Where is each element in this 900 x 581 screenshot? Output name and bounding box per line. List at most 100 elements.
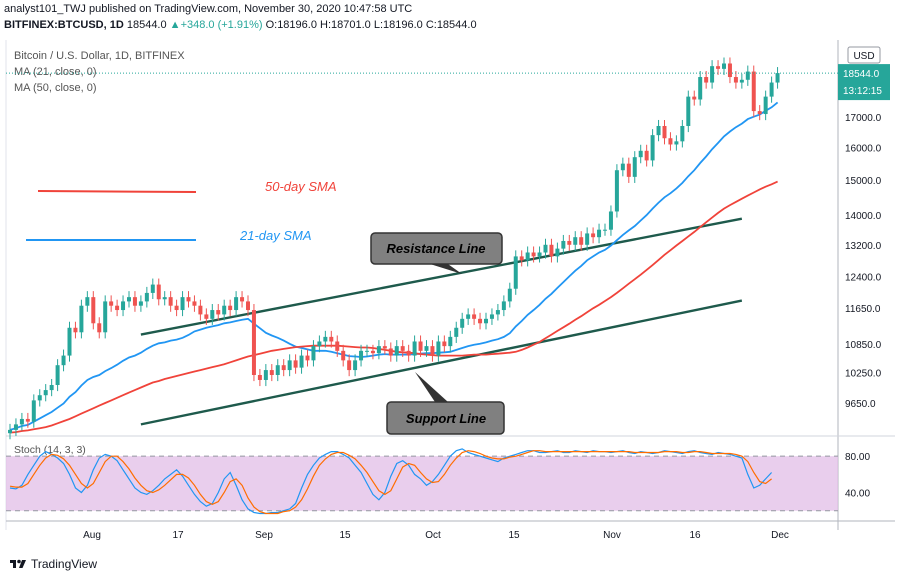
- candle[interactable]: [412, 335, 417, 362]
- candle[interactable]: [216, 304, 221, 321]
- candle[interactable]: [299, 349, 304, 374]
- candle[interactable]: [341, 344, 346, 367]
- candle[interactable]: [204, 308, 209, 325]
- ma21-line[interactable]: [9, 101, 779, 431]
- candle[interactable]: [704, 71, 709, 89]
- candle[interactable]: [287, 354, 292, 377]
- candle[interactable]: [365, 344, 369, 357]
- ma50-legend[interactable]: MA (50, close, 0): [14, 82, 97, 94]
- resistance-callout-box[interactable]: [370, 232, 503, 265]
- candle[interactable]: [722, 57, 726, 75]
- candle[interactable]: [603, 223, 607, 236]
- candle[interactable]: [573, 231, 578, 251]
- candle[interactable]: [174, 299, 179, 317]
- candle[interactable]: [150, 278, 155, 300]
- candle[interactable]: [388, 342, 393, 362]
- candle[interactable]: [460, 312, 465, 334]
- candle[interactable]: [127, 291, 131, 308]
- candle[interactable]: [579, 231, 584, 251]
- candle[interactable]: [710, 60, 715, 89]
- candle[interactable]: [19, 412, 24, 431]
- candle[interactable]: [567, 234, 572, 251]
- candle[interactable]: [311, 340, 316, 367]
- symbol-name[interactable]: BITFINEX:BTCUSD, 1D: [4, 19, 124, 31]
- candle[interactable]: [144, 286, 149, 308]
- candle[interactable]: [418, 335, 423, 357]
- candle[interactable]: [733, 71, 738, 89]
- candle[interactable]: [448, 330, 453, 353]
- candle[interactable]: [323, 330, 328, 348]
- candle[interactable]: [317, 335, 322, 353]
- candle[interactable]: [686, 90, 691, 133]
- stoch-d-line[interactable]: [9, 450, 772, 515]
- candle[interactable]: [400, 340, 405, 357]
- candle[interactable]: [91, 291, 96, 330]
- candle[interactable]: [668, 132, 673, 151]
- candle[interactable]: [198, 299, 203, 321]
- candle[interactable]: [716, 60, 721, 75]
- candle[interactable]: [501, 295, 506, 317]
- candle[interactable]: [430, 340, 435, 362]
- candle[interactable]: [472, 308, 477, 325]
- candle[interactable]: [240, 291, 245, 308]
- candle[interactable]: [79, 299, 84, 339]
- candle[interactable]: [192, 295, 197, 312]
- candle[interactable]: [37, 389, 42, 407]
- candle[interactable]: [745, 65, 750, 86]
- candle[interactable]: [537, 246, 542, 263]
- candle[interactable]: [97, 317, 102, 339]
- resistance-trendline[interactable]: [140, 217, 743, 336]
- candle[interactable]: [329, 330, 334, 348]
- candle[interactable]: [638, 144, 643, 164]
- candle[interactable]: [281, 359, 286, 377]
- candle[interactable]: [370, 344, 375, 360]
- candle[interactable]: [73, 321, 78, 339]
- candle[interactable]: [263, 364, 268, 387]
- candle[interactable]: [121, 295, 126, 317]
- candle[interactable]: [305, 349, 310, 367]
- ma21-legend[interactable]: MA (21, close, 0): [14, 66, 97, 78]
- candle[interactable]: [275, 359, 280, 382]
- candle[interactable]: [454, 321, 459, 343]
- candle[interactable]: [543, 238, 548, 259]
- candle[interactable]: [115, 299, 120, 317]
- candle[interactable]: [222, 299, 227, 321]
- candle[interactable]: [359, 344, 364, 367]
- currency-button[interactable]: [847, 46, 881, 64]
- candle[interactable]: [656, 119, 661, 142]
- candle[interactable]: [757, 105, 762, 121]
- candle[interactable]: [763, 90, 768, 121]
- candle[interactable]: [25, 412, 30, 428]
- candle[interactable]: [246, 295, 250, 317]
- candle[interactable]: [495, 304, 500, 321]
- candle[interactable]: [478, 312, 483, 330]
- candle[interactable]: [525, 246, 530, 267]
- candle[interactable]: [43, 384, 48, 402]
- candle[interactable]: [436, 335, 441, 362]
- candle[interactable]: [531, 246, 536, 263]
- candle[interactable]: [698, 71, 703, 106]
- candle[interactable]: [109, 295, 114, 312]
- candle[interactable]: [585, 227, 590, 251]
- candle[interactable]: [228, 299, 233, 317]
- candle[interactable]: [513, 250, 518, 295]
- candle[interactable]: [739, 73, 744, 89]
- candle[interactable]: [489, 308, 494, 325]
- candle[interactable]: [608, 205, 613, 236]
- candle[interactable]: [132, 291, 137, 312]
- candle[interactable]: [257, 368, 262, 387]
- candle[interactable]: [186, 291, 191, 308]
- candle[interactable]: [424, 340, 429, 357]
- candle[interactable]: [644, 144, 649, 167]
- candle[interactable]: [549, 238, 554, 263]
- ma50-line[interactable]: [9, 180, 778, 434]
- candle[interactable]: [727, 57, 732, 84]
- candle[interactable]: [484, 312, 488, 330]
- candle[interactable]: [335, 335, 340, 357]
- candle[interactable]: [103, 295, 108, 339]
- candle[interactable]: [156, 278, 161, 306]
- candle[interactable]: [650, 129, 655, 167]
- candle[interactable]: [382, 340, 387, 355]
- candle[interactable]: [168, 291, 173, 312]
